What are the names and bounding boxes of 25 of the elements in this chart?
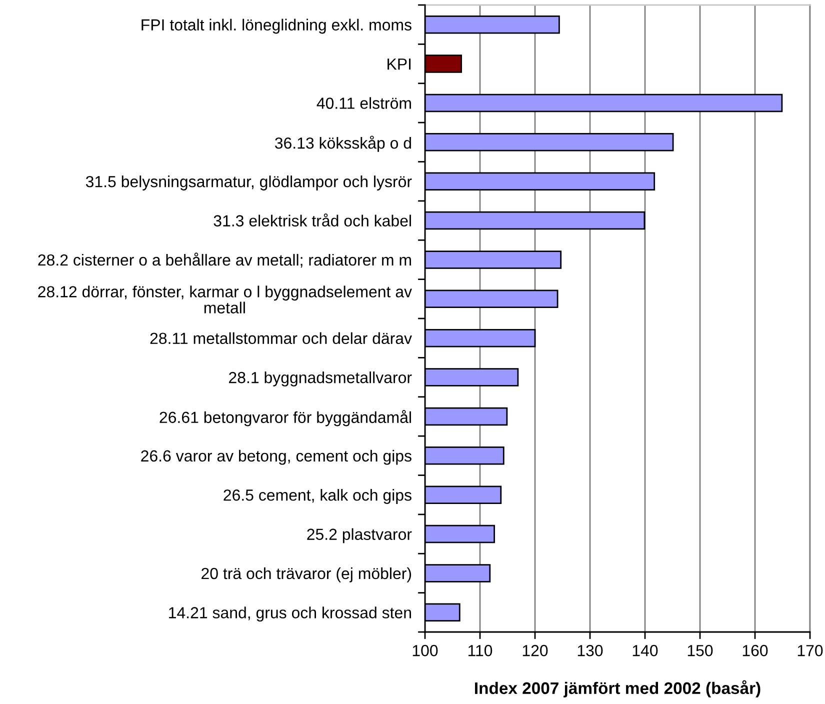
- y-tick-label: 26.61 betongvaror för byggändamål: [160, 410, 411, 426]
- x-tick-label: 170: [798, 644, 823, 656]
- y-tick-label: 28.12 dörrar, fönster, karmar o l byggnadselement av metall: [38, 286, 412, 314]
- y-tick-label: 31.5 belysningsarmatur, glödlampor och lysrör: [86, 176, 412, 190]
- x-axis-title: Index 2007 jämfört med 2002 (basår): [475, 680, 760, 698]
- y-tick-label: 40.11 elström: [316, 97, 411, 109]
- y-tick-label: 28.1 byggnadsmetallvaror: [229, 371, 412, 386]
- y-tick-label: KPI: [388, 58, 411, 70]
- x-tick-label: 140: [632, 644, 658, 656]
- x-tick-label: 100: [412, 644, 438, 656]
- y-tick-label: 28.2 cisterner o a behållare av metall; radiatorer m m: [38, 252, 411, 268]
- y-tick-label: 26.6 varor av betong, cement och gips: [141, 450, 412, 465]
- x-tick-label: 110: [468, 644, 492, 656]
- y-tick-label: 36.13 köksskåp o d: [274, 136, 411, 152]
- y-tick-label: 26.5 cement, kalk och gips: [224, 489, 412, 504]
- y-tick-label: 28.11 metallstommar och delar därav: [150, 332, 412, 344]
- y-tick-label: 31.3 elektrisk tråd och kabel: [214, 213, 411, 226]
- x-tick-label: 130: [578, 644, 603, 656]
- y-tick-label: FPI totalt inkl. löneglidning exkl. moms: [142, 18, 412, 34]
- y-tick-label: 25.2 plastvaror: [307, 528, 412, 544]
- y-tick-label: 14.21 sand, grus och krossad sten: [169, 606, 411, 622]
- x-tick-label: 150: [688, 644, 713, 656]
- x-tick-label: 160: [742, 644, 768, 656]
- y-tick-label: 20 trä och trävaror (ej möbler): [202, 567, 412, 582]
- x-tick-label: 120: [522, 644, 548, 656]
